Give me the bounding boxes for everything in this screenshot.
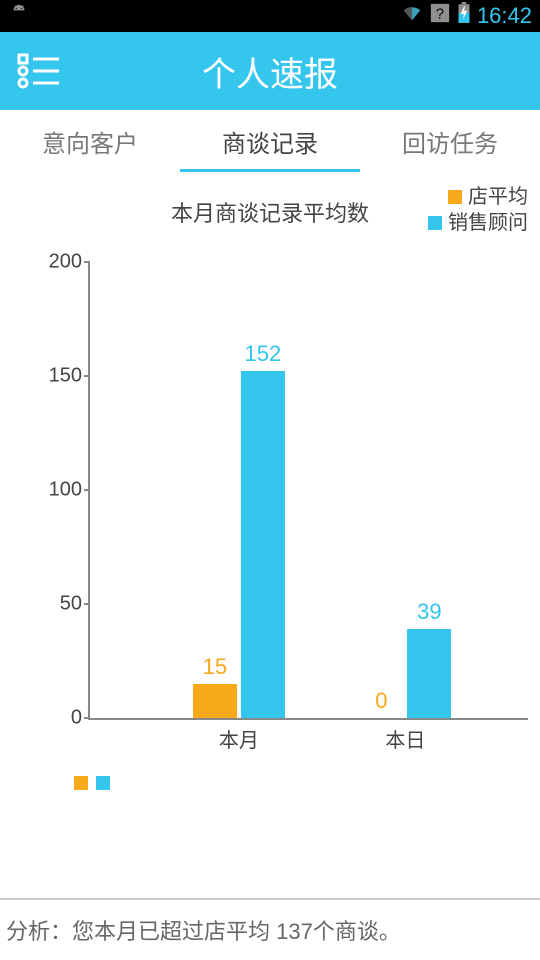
legend-swatch-icon <box>428 216 442 230</box>
chart-bar <box>193 684 237 718</box>
legend-label: 店平均 <box>468 184 528 210</box>
analysis-text: 分析：您本月已超过店平均 137个商谈。 <box>0 900 540 960</box>
chart-legend: 店平均 销售顾问 <box>428 184 528 236</box>
axis-tick <box>84 261 90 263</box>
page-title: 个人速报 <box>0 47 540 96</box>
chart-bar <box>241 371 285 718</box>
chart-bar <box>407 629 451 718</box>
wifi-icon <box>401 2 423 30</box>
tab-negotiation-records[interactable]: 商谈记录 <box>180 110 360 172</box>
chart-plot-area: 05010015020015152本月039本日 <box>88 262 528 720</box>
x-axis-label: 本日 <box>385 724 425 753</box>
bar-value-label: 0 <box>375 688 387 714</box>
bar-value-label: 15 <box>203 654 227 680</box>
y-axis-label: 50 <box>60 593 82 616</box>
y-axis-label: 150 <box>49 365 82 388</box>
svg-text:?: ? <box>436 7 444 23</box>
chart-legend-bottom <box>74 776 110 790</box>
tab-revisit-tasks[interactable]: 回访任务 <box>360 110 540 172</box>
status-bar: ? 16:42 <box>0 0 540 32</box>
content-area: 本月商谈记录平均数 店平均 销售顾问 05010015020015152本月03… <box>0 172 540 900</box>
legend-swatch-icon <box>448 190 462 204</box>
signal-help-icon: ? <box>429 2 451 30</box>
bar-value-label: 39 <box>417 599 441 625</box>
bar-value-label: 152 <box>245 341 282 367</box>
status-clock: 16:42 <box>477 3 532 29</box>
legend-swatch-icon <box>96 776 110 790</box>
battery-charging-icon <box>457 2 471 30</box>
menu-button[interactable] <box>0 32 78 110</box>
tab-bar: 意向客户 商谈记录 回访任务 <box>0 110 540 172</box>
tab-intent-customers[interactable]: 意向客户 <box>0 110 180 172</box>
legend-item-store-avg: 店平均 <box>428 184 528 210</box>
legend-item-sales-consultant: 销售顾问 <box>428 210 528 236</box>
legend-swatch-icon <box>74 776 88 790</box>
y-axis-label: 200 <box>49 251 82 274</box>
app-bar: 个人速报 <box>0 32 540 110</box>
axis-tick <box>84 717 90 719</box>
axis-tick <box>84 375 90 377</box>
x-axis-label: 本月 <box>219 724 259 753</box>
y-axis-label: 0 <box>71 707 82 730</box>
legend-label: 销售顾问 <box>448 210 528 236</box>
y-axis-label: 100 <box>49 479 82 502</box>
axis-tick <box>84 603 90 605</box>
axis-tick <box>84 489 90 491</box>
bar-chart: 05010015020015152本月039本日 <box>50 262 528 750</box>
android-icon <box>8 3 30 30</box>
